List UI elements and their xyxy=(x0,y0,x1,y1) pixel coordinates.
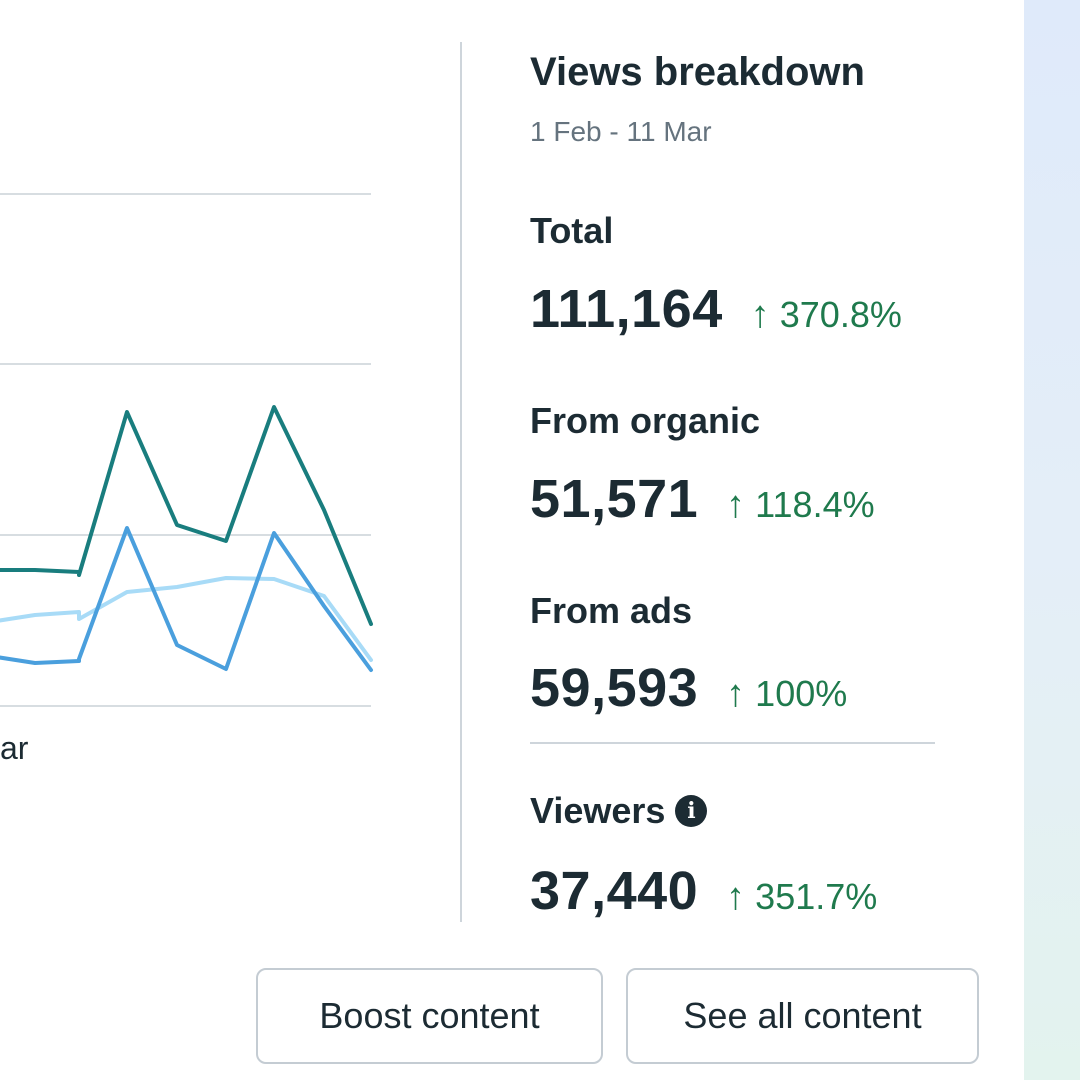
metric-value-organic: 51,571 xyxy=(530,469,699,529)
metric-label-text: Total xyxy=(530,210,614,251)
metric-value-ads: 59,593 xyxy=(530,658,699,718)
metric-label-organic: From organic xyxy=(530,400,760,442)
metric-label-viewers: Viewers i xyxy=(530,790,708,832)
arrow-up-icon: ↑ xyxy=(726,673,746,715)
date-range: 1 Feb - 11 Mar xyxy=(530,116,712,147)
metric-label-ads: From ads xyxy=(530,590,692,632)
series-line-1 xyxy=(0,405,373,626)
change-percent: 100% xyxy=(755,673,848,714)
metric-change-viewers: ↑ 351.7% xyxy=(726,876,877,919)
metric-label-total: Total xyxy=(530,210,613,252)
metric-label-text: Viewers xyxy=(530,790,666,831)
arrow-up-icon: ↑ xyxy=(750,294,770,336)
metric-label-text: From ads xyxy=(530,590,693,631)
arrow-up-icon: ↑ xyxy=(726,876,746,918)
series-line-2 xyxy=(0,526,373,672)
chart-gridlines xyxy=(0,193,371,707)
metric-row-organic: 51,571 ↑ 118.4% xyxy=(530,468,875,530)
chart-series xyxy=(0,405,373,672)
metric-row-viewers: 37,440 ↑ 351.7% xyxy=(530,860,877,922)
side-gradient-edge xyxy=(1024,0,1080,1080)
metric-value-total: 111,164 xyxy=(530,279,723,339)
metric-row-ads: 59,593 ↑ 100% xyxy=(530,657,847,719)
see-all-content-button[interactable]: See all content xyxy=(626,968,979,1064)
change-percent: 118.4% xyxy=(755,484,875,525)
metric-value-viewers: 37,440 xyxy=(530,861,699,921)
metric-label-text: From organic xyxy=(530,400,761,441)
panel-title: Views breakdown xyxy=(530,50,865,94)
metrics-divider xyxy=(530,742,935,744)
boost-content-button[interactable]: Boost content xyxy=(256,968,603,1064)
views-line-chart xyxy=(0,193,373,707)
x-axis-tick-label: ar xyxy=(0,730,29,766)
metric-change-total: ↑ 370.8% xyxy=(751,294,902,337)
metric-row-total: 111,164 ↑ 370.8% xyxy=(530,278,902,340)
metric-change-ads: ↑ 100% xyxy=(726,673,847,716)
panel-divider xyxy=(460,42,462,922)
metric-change-organic: ↑ 118.4% xyxy=(726,484,874,527)
arrow-up-icon: ↑ xyxy=(726,484,746,526)
change-percent: 370.8% xyxy=(779,294,902,335)
info-icon[interactable]: i xyxy=(675,795,708,827)
change-percent: 351.7% xyxy=(755,876,878,917)
